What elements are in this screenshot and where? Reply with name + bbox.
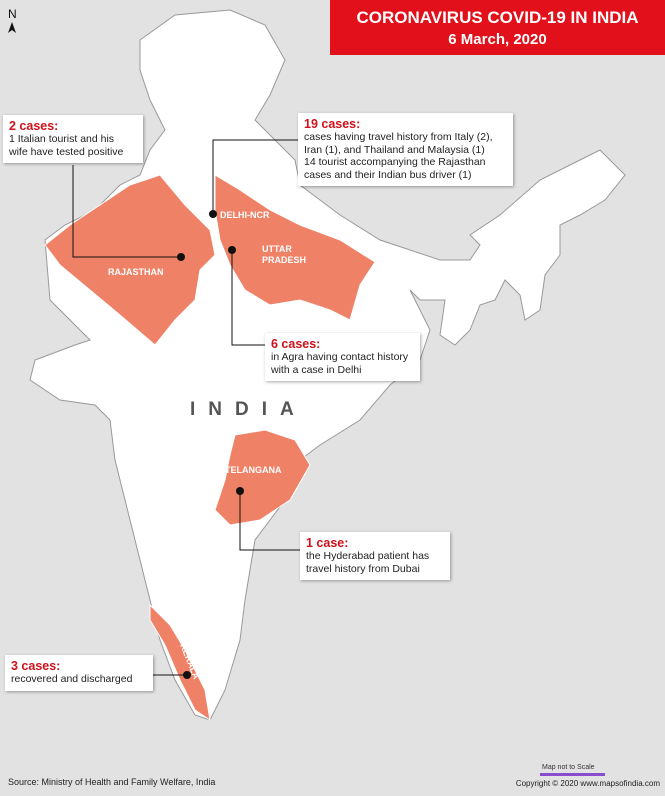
scale-bar [540,773,605,776]
date: 6 March, 2020 [448,31,547,48]
region-label: RAJASTHAN [108,267,164,277]
location-dot [228,246,236,254]
region-label: TELANGANA [225,465,282,475]
callout-line: recovered and discharged [11,673,133,685]
leader-line [72,165,181,258]
leader-lines [72,139,300,676]
callout-heading: 19 cases: [304,117,361,131]
title: CORONAVIRUS COVID-19 IN INDIA [356,8,639,27]
leader-line [231,250,265,346]
callout: 2 cases: 1 Italian tourist and his wife … [3,115,143,163]
callout-heading: 3 cases: [11,659,61,673]
callout-line: 14 tourist accompanying the Rajasthan [304,156,486,168]
location-dot [236,487,244,495]
callout-line: 1 Italian tourist and his [9,133,115,145]
callout-heading: 6 cases: [271,337,321,351]
leader-line [239,491,300,551]
region-label: PRADESH [262,255,306,265]
region-label: UTTAR [262,244,292,254]
country-label: INDIA [190,399,307,420]
north-label: N [8,7,17,21]
callout: 6 cases: in Agra having contact history … [265,333,420,381]
callout-line: cases and their Indian bus driver (1) [304,168,472,181]
callout-line: wife have tested positive [9,145,124,158]
leader-line [212,139,298,214]
callout-line: the Hyderabad patient has [306,550,430,562]
callout-line: in Agra having contact history [271,351,409,363]
kerala [149,603,211,722]
dots [177,210,244,679]
north-arrow [8,22,16,33]
title-box: CORONAVIRUS COVID-19 IN INDIA 6 March, 2… [330,0,665,55]
telangana [214,429,311,526]
callout: 3 cases: recovered and discharged [5,655,153,691]
callout-line: with a case in Delhi [271,363,362,376]
callout-heading: 1 case: [306,536,349,550]
source: Source: Ministry of Health and Family We… [8,777,215,787]
callout-line: travel history from Dubai [306,562,420,575]
callout-line: Iran (1), and Thailand and Malaysia (1) [304,143,485,156]
scale-note: Map not to Scale [542,764,595,771]
region-label: DELHI-NCR [220,210,270,220]
uttar-pradesh [214,174,376,321]
location-dot [177,253,185,261]
callout: 1 case: the Hyderabad patient has travel… [300,532,450,580]
callout-heading: 2 cases: [9,119,59,133]
callout-line: cases having travel history from Italy (… [304,131,493,143]
location-dot [209,210,217,218]
callout: 19 cases: cases having travel history fr… [298,113,513,186]
location-dot [183,671,191,679]
rajasthan [44,174,216,346]
copyright: Copyright © 2020 www.mapsofindia.com [516,779,661,788]
